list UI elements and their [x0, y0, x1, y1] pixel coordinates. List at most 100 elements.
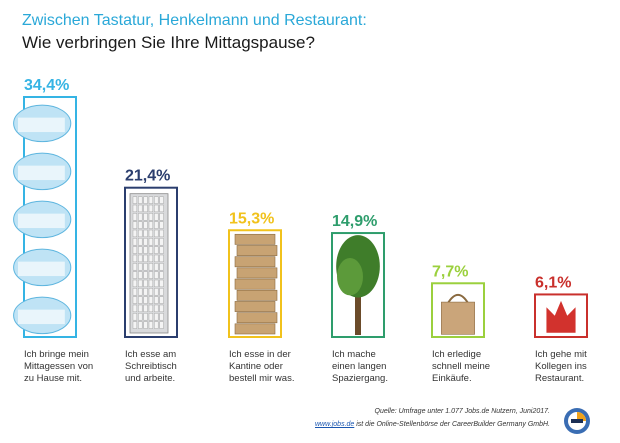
- keyboard-key: [143, 279, 148, 288]
- jobs-link[interactable]: www.jobs.de: [315, 421, 355, 428]
- keyboard-key: [154, 229, 159, 238]
- keyboard-key: [143, 296, 148, 304]
- keyboard-key: [159, 263, 164, 271]
- tree-crown-detail: [337, 257, 363, 296]
- keyboard-key: [148, 254, 154, 263]
- keyboard-key: [159, 221, 164, 229]
- value-label: 14,9%: [332, 213, 377, 230]
- bag-body: [441, 301, 475, 335]
- keyboard-key: [143, 321, 148, 329]
- value-label: 7,7%: [432, 263, 468, 280]
- keyboard-key: [154, 204, 159, 213]
- category-label: und arbeite.: [125, 373, 175, 384]
- keyboard-key: [138, 221, 143, 229]
- keyboard-key: [154, 321, 159, 329]
- pizza-box: [236, 245, 278, 256]
- keyboard-key: [138, 279, 143, 288]
- keyboard-key: [132, 279, 138, 288]
- keyboard-key: [138, 304, 143, 313]
- keyboard-key: [132, 313, 138, 321]
- keyboard-key: [159, 229, 164, 238]
- container-body: [18, 213, 65, 229]
- restaurant-logo-shape: [546, 300, 576, 333]
- keyboard-key: [148, 321, 154, 329]
- pizza-box: [234, 323, 276, 335]
- category-label: Ich mache: [332, 349, 376, 360]
- keyboard-key: [159, 271, 164, 279]
- category-label: schnell meine: [432, 361, 490, 372]
- keyboard-key: [154, 288, 159, 296]
- keyboard-key: [154, 196, 159, 204]
- keyboard-key: [148, 196, 154, 204]
- keyboard-key: [138, 238, 143, 246]
- container-body: [18, 261, 65, 277]
- category-label: Einkäufe.: [432, 373, 472, 384]
- category-label: zu Hause mit.: [24, 373, 82, 384]
- category-label: Kollegen ins: [535, 361, 587, 372]
- keyboard-key: [143, 263, 148, 271]
- food-containers-icon: [13, 104, 72, 335]
- keyboard-key: [148, 213, 154, 221]
- keyboard-key: [132, 254, 138, 263]
- container-body: [18, 117, 65, 133]
- keyboard-key: [154, 263, 159, 271]
- keyboard-key: [132, 196, 138, 204]
- keyboard-key: [159, 313, 164, 321]
- keyboard-key: [132, 288, 138, 296]
- keyboard-key: [138, 213, 143, 221]
- keyboard-key: [132, 221, 138, 229]
- keyboard-key: [148, 304, 154, 313]
- pizza-box: [234, 256, 276, 268]
- keyboard-key: [138, 288, 143, 296]
- keyboard-key: [159, 254, 164, 263]
- keyboard-key: [148, 204, 154, 213]
- keyboard-key: [132, 263, 138, 271]
- shopping-bag-icon: [441, 293, 475, 335]
- category-label: Mittagessen von: [24, 361, 93, 372]
- keyboard-key: [138, 321, 143, 329]
- category-label: Kantine oder: [229, 361, 283, 372]
- chart-subtitle: Wie verbringen Sie Ihre Mittagspause?: [22, 33, 315, 52]
- keyboard-key: [154, 296, 159, 304]
- keyboard-key: [143, 196, 148, 204]
- keyboard-key: [154, 213, 159, 221]
- keyboard-key: [159, 246, 164, 254]
- category-label: Ich esse am: [125, 349, 176, 360]
- keyboard-key: [154, 221, 159, 229]
- container-body: [18, 309, 65, 325]
- keyboard-key: [148, 288, 154, 296]
- keyboard-key: [154, 254, 159, 263]
- keyboard-icon: [129, 193, 169, 334]
- keyboard-key: [159, 213, 164, 221]
- keyboard-key: [138, 196, 143, 204]
- keyboard-key: [143, 229, 148, 238]
- keyboard-key: [138, 204, 143, 213]
- pizza-box: [236, 312, 278, 324]
- pizza-box: [236, 267, 278, 279]
- restaurant-logo-icon: [546, 300, 576, 333]
- category-label: Ich erledige: [432, 349, 481, 360]
- keyboard-key: [132, 321, 138, 329]
- value-label: 15,3%: [229, 210, 274, 227]
- keyboard-key: [143, 238, 148, 246]
- careerbuilder-logo-icon: [564, 408, 590, 434]
- keyboard-key: [132, 271, 138, 279]
- keyboard-key: [138, 254, 143, 263]
- keyboard-key: [132, 246, 138, 254]
- category-label: Schreibtisch: [125, 361, 177, 372]
- container-body: [18, 165, 65, 181]
- pizza-box: [234, 278, 276, 290]
- keyboard-key: [159, 196, 164, 204]
- keyboard-key: [138, 313, 143, 321]
- category-label: einen langen: [332, 361, 386, 372]
- value-label: 6,1%: [535, 274, 571, 291]
- keyboard-key: [154, 304, 159, 313]
- keyboard-key: [159, 204, 164, 213]
- keyboard-key: [148, 313, 154, 321]
- category-label: Restaurant.: [535, 373, 584, 384]
- source-note: Quelle: Umfrage unter 1.077 Jobs.de Nutz…: [374, 408, 551, 415]
